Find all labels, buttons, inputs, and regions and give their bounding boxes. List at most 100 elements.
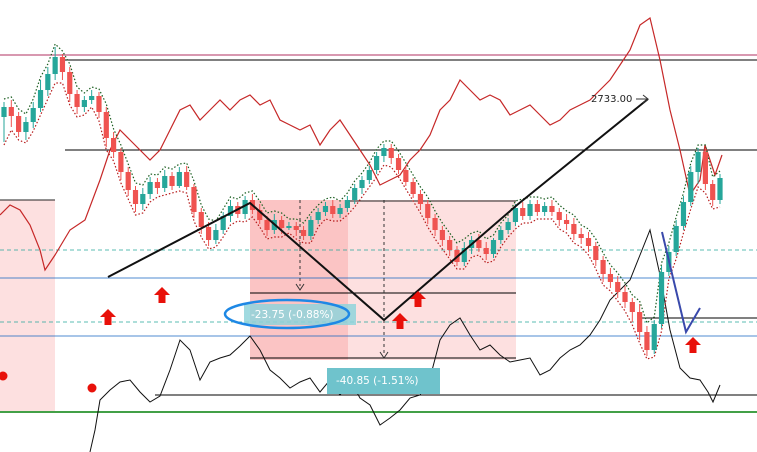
up-arrow-icon (392, 313, 408, 329)
candle-body (118, 152, 124, 172)
candle-body (702, 152, 708, 184)
candle (176, 167, 182, 188)
candle-body (556, 212, 562, 220)
candle-body (366, 170, 372, 180)
indicator-black (89, 228, 721, 452)
candle-body (644, 332, 650, 350)
candle (585, 232, 592, 252)
measure-1-text: -23.75 (-0.88%) (251, 309, 334, 321)
candle-body (534, 204, 540, 212)
candle (315, 208, 321, 224)
candle (359, 176, 365, 194)
candle (205, 222, 212, 246)
candle-body (74, 94, 80, 107)
candle (381, 144, 387, 162)
candle-body (162, 176, 168, 188)
up-arrow-icon (100, 309, 116, 325)
candle-body (527, 204, 533, 216)
candle (23, 117, 29, 140)
envelope-upper (3, 42, 721, 325)
up-arrow-icon (410, 291, 426, 307)
candle-body (1, 107, 7, 117)
candle-body (680, 202, 687, 226)
candle-body (264, 220, 270, 230)
envelope-lower (3, 82, 721, 360)
candle (483, 242, 489, 260)
candle-body (198, 212, 204, 227)
candle-body (512, 208, 519, 222)
candle-body (593, 246, 599, 260)
candle-body (147, 182, 153, 194)
candle-body (220, 216, 226, 230)
candle (498, 226, 504, 244)
candle (505, 218, 511, 234)
candle (45, 67, 51, 96)
candle-body (132, 190, 139, 204)
signal-markers (0, 287, 701, 393)
measure-box-2-bg (327, 368, 440, 394)
candle-body (439, 230, 445, 240)
candle (366, 166, 372, 184)
candle-body (410, 182, 416, 194)
candle-body (615, 282, 621, 292)
candle-body (461, 248, 467, 262)
candle (556, 208, 562, 226)
candle (300, 226, 307, 240)
candle-body (125, 172, 131, 190)
candle-body (563, 220, 570, 224)
candle (118, 148, 124, 180)
zigzag-pattern (107, 94, 701, 335)
candle-body (359, 180, 365, 188)
candle-body (184, 172, 190, 187)
candle (600, 256, 606, 282)
candle-body (425, 204, 431, 218)
candle (352, 184, 358, 204)
candle (30, 102, 36, 128)
candle-body (154, 182, 161, 188)
measure-box-1-bg (244, 304, 356, 325)
annotation-labels: 2733.00 -23.75 (-0.88%) -40.85 (-1.51%) (223, 94, 632, 394)
candle (447, 236, 453, 256)
candle-body (315, 212, 321, 220)
candle (293, 222, 299, 236)
candle-body (227, 206, 234, 216)
measure-2-text: -40.85 (-1.51%) (336, 375, 419, 387)
candle (578, 228, 584, 244)
candle (8, 100, 14, 127)
candle (154, 178, 161, 194)
candle-body (286, 226, 292, 228)
candle (59, 54, 66, 80)
candle (242, 196, 248, 219)
candle (16, 112, 22, 137)
signal-dot (0, 371, 8, 381)
candle-body (571, 224, 577, 234)
candle-body (30, 108, 36, 122)
candle (162, 170, 168, 192)
candle (527, 200, 533, 220)
candle (637, 304, 643, 340)
candle (191, 184, 197, 218)
candle-body (549, 206, 555, 212)
candle (644, 326, 650, 356)
candle-body (52, 57, 58, 74)
candle-body (37, 90, 44, 108)
candle-body (293, 226, 299, 230)
candle (227, 200, 234, 222)
price-label: 2733.00 (591, 94, 632, 105)
background-zones (0, 199, 516, 412)
measure-arrow-2 (379, 351, 389, 359)
candle (110, 132, 117, 158)
price-pointer-head (642, 94, 649, 104)
candle (658, 266, 665, 328)
zone-left (0, 200, 55, 412)
zigzag-line (107, 98, 649, 322)
candle (410, 178, 416, 198)
candle (220, 212, 226, 234)
candle-body (717, 178, 723, 200)
candle (417, 190, 424, 210)
candle-body (388, 148, 394, 158)
candle-body (673, 226, 679, 252)
candle-body (279, 220, 285, 228)
